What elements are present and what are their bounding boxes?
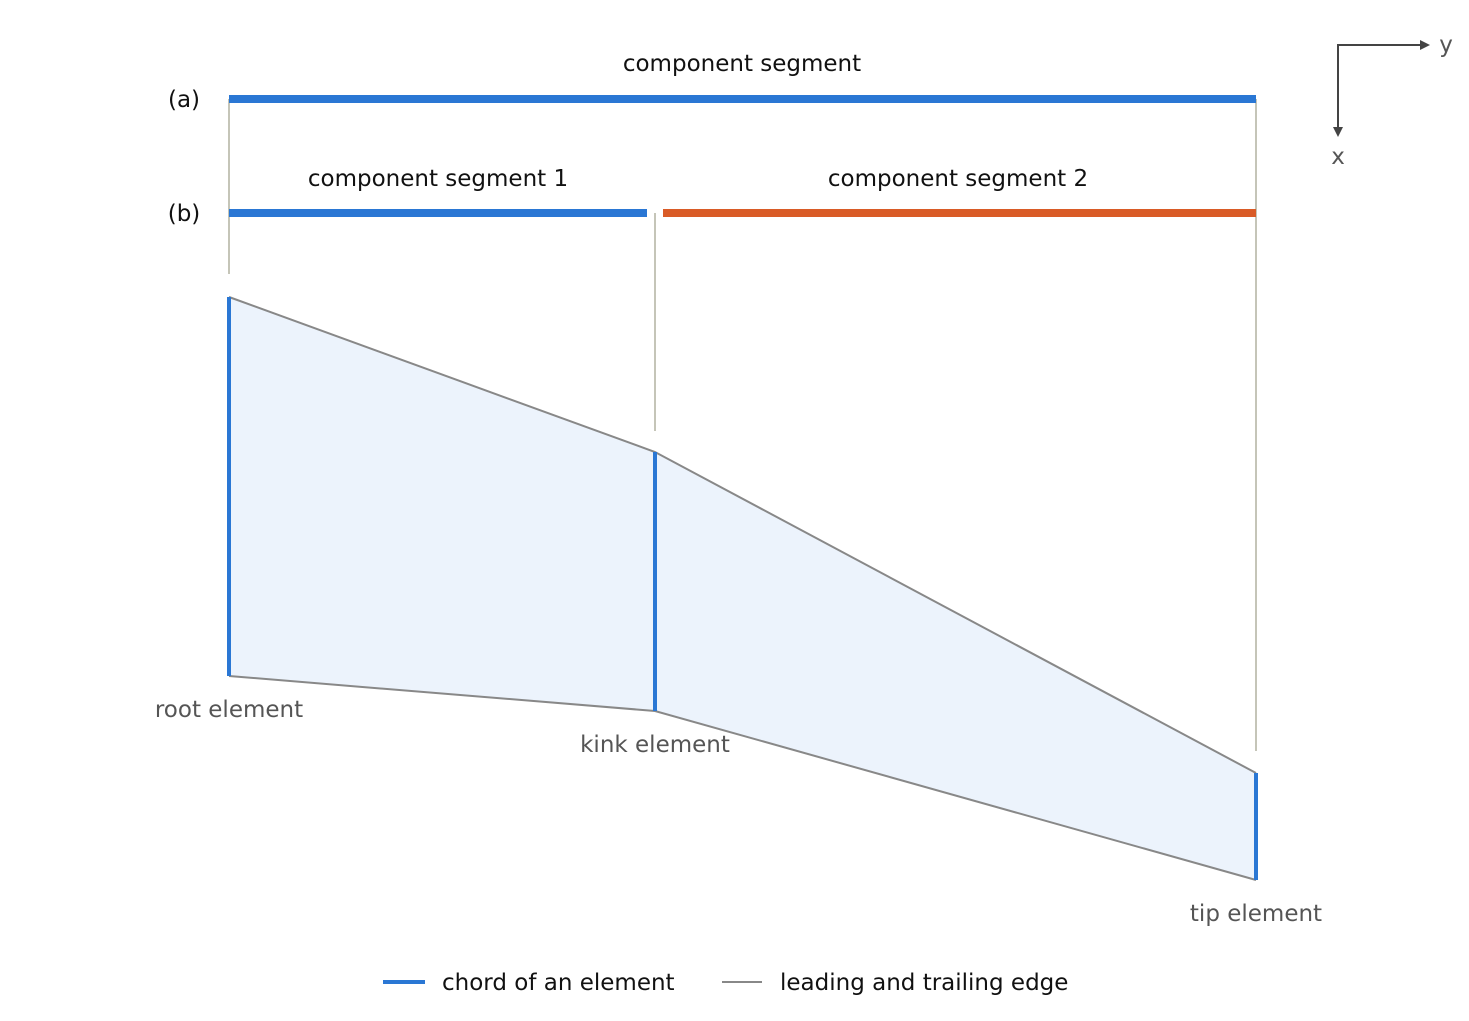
kink-element-label: kink element (580, 732, 730, 758)
x-arrowhead-icon (1333, 127, 1343, 137)
legend-edge-label: leading and trailing edge (780, 970, 1068, 996)
guide-lines (228, 99, 1257, 751)
component-segment-1-label: component segment 1 (308, 166, 568, 192)
row-a-tag: (a) (168, 87, 200, 113)
y-axis-label: y (1439, 32, 1453, 58)
row-a: (a) component segment (168, 51, 1256, 113)
component-segment-2-label: component segment 2 (828, 166, 1088, 192)
tip-element-label: tip element (1190, 901, 1322, 927)
root-element-label: root element (155, 697, 303, 723)
legend-chord-label: chord of an element (442, 970, 675, 996)
row-b-tag: (b) (168, 201, 201, 227)
component-segment-label: component segment (623, 51, 861, 77)
axis-indicator: y x (1331, 32, 1453, 170)
row-b: (b) component segment 1 component segmen… (168, 166, 1256, 227)
y-axis-arrow (1337, 44, 1422, 135)
x-axis-label: x (1331, 144, 1345, 170)
legend: chord of an element leading and trailing… (383, 970, 1068, 996)
wing-planform (227, 296, 1258, 881)
y-arrowhead-icon (1420, 40, 1430, 50)
planform-fill (229, 297, 1256, 880)
